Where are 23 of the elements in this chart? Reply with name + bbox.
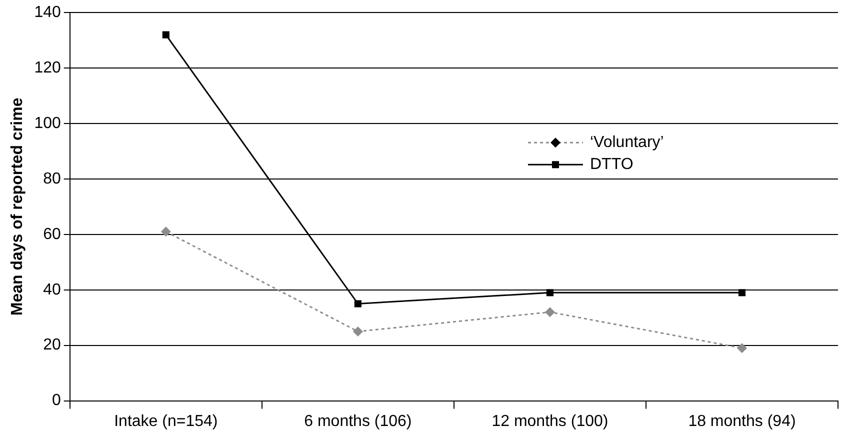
point [162, 31, 170, 38]
y-tick-label: 140 [34, 4, 61, 22]
point [546, 289, 554, 296]
x-tick-label: Intake (n=154) [114, 412, 218, 430]
y-tick-label: 80 [43, 170, 61, 188]
point [736, 343, 747, 354]
legend-label: ‘Voluntary’ [590, 134, 664, 152]
point [738, 289, 746, 296]
y-tick-label: 0 [52, 392, 61, 410]
point [160, 226, 171, 237]
point [352, 326, 363, 336]
y-tick-label: 120 [34, 59, 61, 76]
point [354, 300, 362, 308]
x-tick-label: 6 months (106) [304, 412, 412, 430]
y-tick-label: 100 [34, 114, 61, 132]
legend-label: DTTO [590, 156, 634, 174]
x-tick-label: 12 months (100) [492, 412, 608, 430]
y-tick-label: 40 [43, 281, 61, 298]
y-axis-title: Mean days of reported crime [9, 98, 26, 316]
y-tick-label: 20 [43, 336, 61, 354]
x-tick-label: 18 months (94) [688, 412, 796, 430]
y-tick-label: 60 [43, 226, 61, 243]
point [544, 307, 555, 318]
